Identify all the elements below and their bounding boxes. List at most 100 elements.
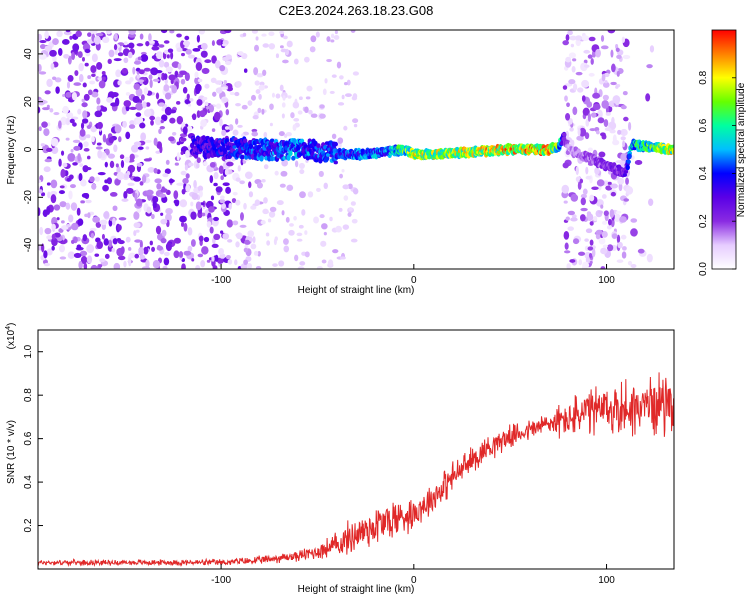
heatmap-cell — [350, 238, 358, 243]
heatmap-cell — [259, 155, 264, 162]
heatmap-cell — [81, 57, 85, 62]
heatmap-cell — [43, 166, 51, 173]
heatmap-cell — [630, 228, 638, 237]
heatmap-cell — [201, 246, 209, 255]
heatmap-cell — [80, 200, 85, 204]
heatmap-cell — [65, 202, 71, 210]
heatmap-cell — [71, 239, 75, 244]
heatmap-cell — [588, 252, 593, 259]
heatmap-marks — [38, 30, 674, 269]
heatmap-cell — [242, 32, 247, 37]
heatmap-cell — [142, 101, 147, 109]
heatmap-cell — [257, 107, 262, 114]
heatmap-cell — [323, 231, 327, 236]
heatmap-cell — [285, 132, 292, 137]
heatmap-cell — [183, 250, 192, 256]
heatmap-cell — [266, 240, 271, 246]
heatmap-cell — [332, 249, 339, 254]
heatmap-cell — [350, 30, 356, 33]
heatmap-cell — [610, 81, 617, 86]
heatmap-cell — [228, 202, 232, 210]
heatmap-cell — [278, 131, 285, 137]
heatmap-cell — [281, 102, 286, 108]
heatmap-cell — [562, 85, 568, 90]
heatmap-cell — [176, 152, 180, 161]
heatmap-cell — [280, 170, 288, 177]
heatmap-cell — [565, 56, 572, 63]
heatmap-cell — [94, 253, 100, 257]
heatmap-cell — [284, 133, 288, 138]
heatmap-cell — [339, 256, 346, 260]
heatmap-cell — [327, 259, 334, 267]
heatmap-cell — [187, 227, 193, 236]
heatmap-cell — [262, 43, 270, 48]
heatmap-cell — [134, 192, 138, 202]
heatmap-cell — [166, 54, 170, 59]
heatmap-cell — [178, 251, 184, 258]
heatmap-cell — [583, 64, 590, 68]
heatmap-cell — [572, 58, 577, 62]
heatmap-cell — [282, 95, 286, 101]
heatmap-cell — [620, 234, 627, 240]
heatmap-cell — [67, 55, 72, 65]
heatmap-cell — [589, 221, 594, 226]
heatmap-cell — [279, 84, 284, 92]
heatmap-cell — [49, 49, 57, 57]
heatmap-cell — [79, 163, 84, 168]
heatmap-cell — [173, 190, 179, 200]
heatmap-cell — [77, 51, 83, 59]
heatmap-cell — [90, 126, 97, 133]
heatmap-cell — [134, 253, 140, 259]
heatmap-cell — [320, 240, 327, 247]
heatmap-cell — [132, 66, 136, 75]
heatmap-cell — [610, 49, 614, 58]
heatmap-cell — [109, 160, 115, 169]
heatmap-cell — [140, 54, 149, 62]
heatmap-cell — [224, 30, 232, 34]
heatmap-cell — [148, 33, 152, 42]
heatmap-cell — [200, 42, 208, 50]
heatmap-cell — [101, 233, 105, 240]
heatmap-cell — [318, 170, 324, 177]
heatmap-cell — [78, 173, 83, 182]
heatmap-cell — [623, 198, 629, 202]
heatmap-cell — [70, 202, 78, 211]
heatmap-cell — [329, 90, 335, 94]
heatmap-cell — [612, 134, 617, 144]
heatmap-cell — [125, 131, 131, 140]
snr-frame — [37, 329, 675, 570]
heatmap-cell — [562, 162, 569, 169]
heatmap-cell — [342, 184, 350, 190]
heatmap-cell — [237, 51, 244, 56]
heatmap-cell — [251, 128, 258, 133]
heatmap-cell — [155, 69, 163, 74]
heatmap-cell — [181, 263, 186, 269]
heatmap-cell — [160, 119, 165, 124]
heatmap-cell — [598, 237, 606, 245]
heatmap-cell — [620, 105, 627, 110]
heatmap-cell — [117, 52, 124, 57]
heatmap-cell — [158, 44, 165, 48]
heatmap-cell — [241, 104, 248, 110]
heatmap-cell — [600, 266, 606, 269]
heatmap-cell — [292, 124, 297, 131]
heatmap-cell — [87, 89, 93, 96]
heatmap-cell — [286, 40, 293, 48]
heatmap-cell — [87, 212, 91, 219]
heatmap-cell — [610, 191, 616, 197]
heatmap-cell — [564, 250, 571, 254]
heatmap-cell — [180, 151, 184, 156]
heatmap-cell — [41, 243, 45, 253]
heatmap-cell — [143, 246, 149, 255]
heatmap-cell — [646, 64, 653, 69]
heatmap-cell — [174, 200, 180, 207]
heatmap-cell — [39, 40, 47, 44]
heatmap-cell — [113, 58, 122, 62]
heatmap-cell — [563, 231, 570, 240]
heatmap-cell — [185, 173, 190, 179]
heatmap-cell — [40, 143, 46, 147]
heatmap-cell — [268, 43, 276, 50]
heatmap-cell — [62, 162, 68, 168]
heatmap-cell — [224, 168, 229, 176]
heatmap-cell — [215, 87, 223, 94]
